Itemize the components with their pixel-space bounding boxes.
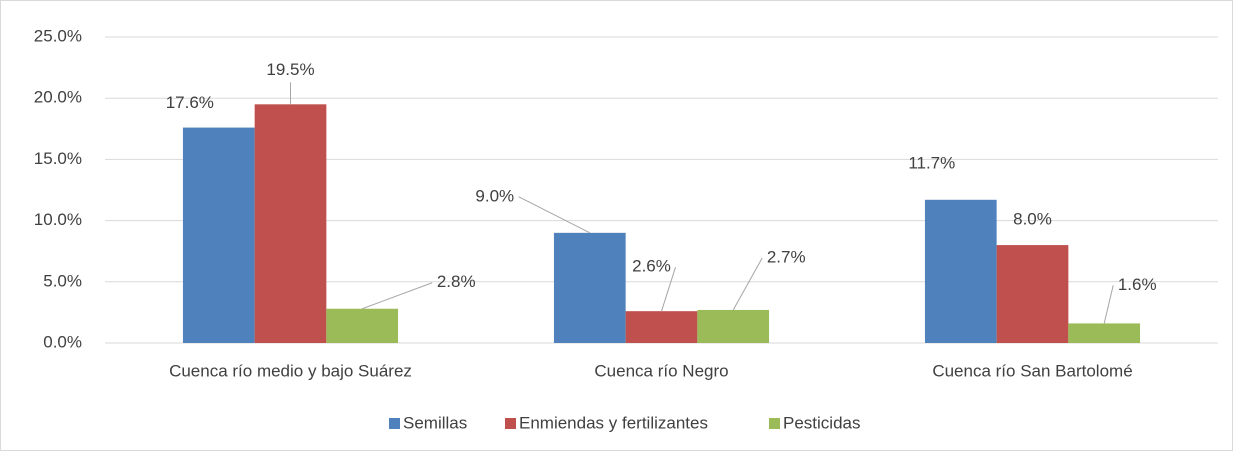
legend-label: Semillas [403, 413, 467, 432]
y-tick-label: 5.0% [43, 271, 82, 290]
data-label: 9.0% [475, 186, 514, 205]
x-tick-label: Cuenca río medio y bajo Suárez [169, 361, 412, 380]
x-tick-label: Cuenca río San Bartolomé [932, 361, 1132, 380]
leader-line [518, 196, 591, 234]
bar [697, 309, 770, 343]
bar [924, 199, 997, 343]
bar [182, 127, 255, 344]
data-label: 19.5% [266, 60, 314, 79]
legend-swatch [389, 418, 400, 429]
leader-line [1103, 285, 1114, 324]
bar [996, 245, 1069, 343]
leader-line [362, 282, 433, 310]
leader-line [732, 257, 763, 311]
leader-line [661, 267, 676, 312]
data-label: 2.8% [437, 272, 476, 291]
y-tick-label: 25.0% [34, 26, 82, 45]
data-label: 1.6% [1118, 275, 1157, 294]
bar [625, 311, 698, 343]
bar [254, 104, 327, 343]
data-label: 2.7% [767, 247, 806, 266]
data-label: 2.6% [632, 257, 671, 276]
y-tick-label: 15.0% [34, 149, 82, 168]
data-label: 11.7% [908, 153, 955, 172]
x-tick-label: Cuenca río Negro [594, 361, 728, 380]
y-tick-label: 0.0% [43, 332, 82, 351]
bar [553, 232, 626, 343]
y-tick-label: 20.0% [34, 88, 82, 107]
y-tick-label: 10.0% [34, 210, 82, 229]
legend-swatch [769, 418, 780, 429]
data-label: 8.0% [1013, 210, 1052, 229]
legend-label: Enmiendas y fertilizantes [519, 413, 708, 432]
legend-label: Pesticidas [783, 413, 860, 432]
data-label: 17.6% [166, 93, 214, 112]
legend-swatch [505, 418, 516, 429]
bar [1068, 323, 1141, 343]
bar [326, 308, 399, 343]
